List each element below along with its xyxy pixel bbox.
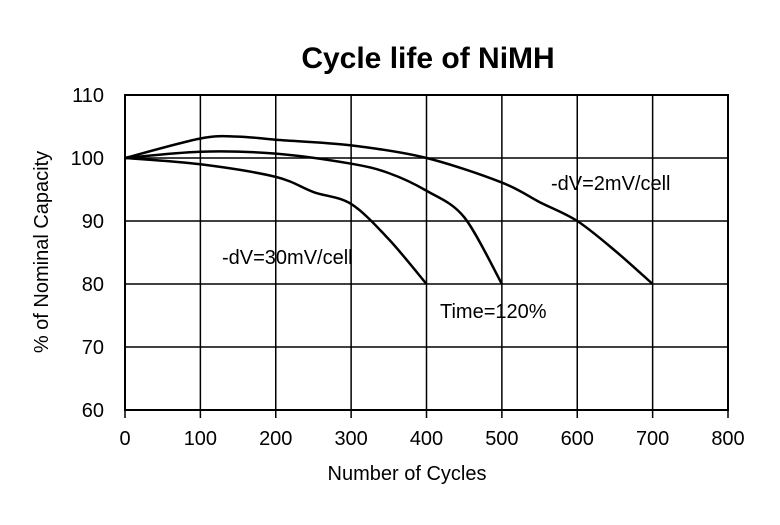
x-tick-label: 600 — [561, 428, 594, 450]
x-tick-label: 0 — [119, 428, 130, 450]
x-tick-label: 400 — [410, 428, 443, 450]
tick-labels: 0 100 200 300 400 500 600 700 800 60 70 80 90 100 110 — [71, 85, 745, 450]
chart-title: Cycle life of NiMH — [301, 42, 554, 75]
plot-frame — [124, 94, 729, 411]
x-tick-label: 700 — [636, 428, 669, 450]
x-axis-label: Number of Cycles — [328, 463, 487, 485]
series-label-30mv: -dV=30mV/cell — [222, 247, 353, 269]
series-label-time: Time=120% — [440, 301, 547, 323]
x-tick-label: 800 — [711, 428, 744, 450]
y-tick-label: 70 — [82, 337, 104, 359]
y-tick-label: 80 — [82, 274, 104, 296]
series-line-2 — [124, 134, 654, 285]
x-tick-label: 500 — [485, 428, 518, 450]
y-tick-label: 100 — [71, 148, 104, 170]
grid — [124, 94, 729, 418]
series-line-0 — [124, 156, 428, 285]
series-label-2mv: -dV=2mV/cell — [551, 173, 671, 195]
x-tick-label: 200 — [259, 428, 292, 450]
y-tick-label: 60 — [82, 400, 104, 422]
series-lines — [124, 134, 654, 285]
x-tick-label: 300 — [334, 428, 367, 450]
series-line-1 — [124, 150, 503, 285]
y-tick-label: 110 — [72, 85, 104, 107]
y-tick-label: 90 — [82, 211, 104, 233]
y-axis-label: % of Nominal Capacity — [31, 151, 53, 353]
x-tick-label: 100 — [184, 428, 217, 450]
